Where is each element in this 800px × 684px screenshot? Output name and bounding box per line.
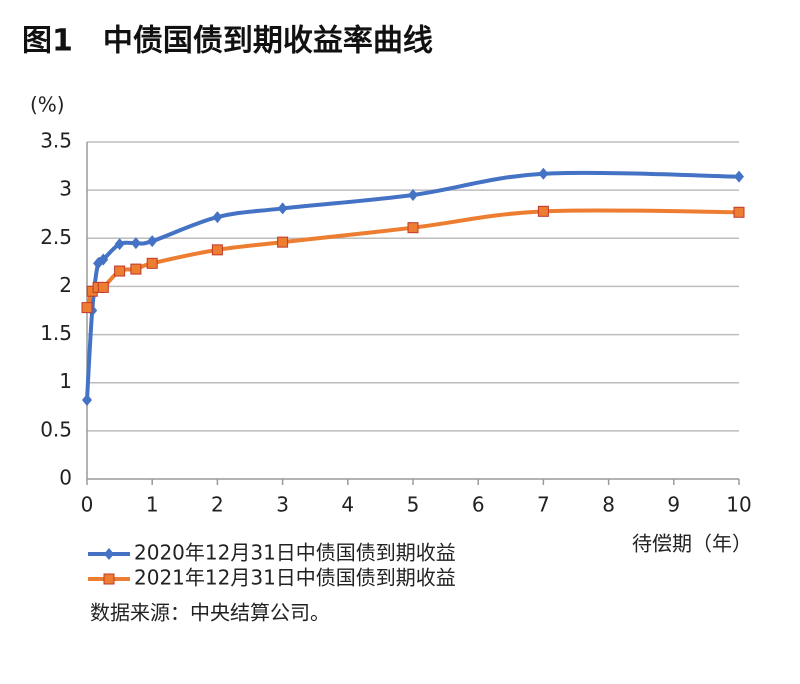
x-tick-label: 3 — [276, 493, 289, 517]
data-point — [114, 238, 125, 251]
legend-marker — [103, 573, 115, 585]
x-tick-label: 0 — [81, 493, 94, 517]
x-tick-label: 10 — [726, 493, 751, 517]
legend-label: 2021年12月31日中债国债到期收益 — [134, 566, 456, 590]
data-point — [147, 235, 158, 248]
x-axis-label: 待偿期（年） — [632, 532, 752, 556]
legend-marker — [104, 548, 114, 560]
x-tick-label: 2 — [211, 493, 224, 517]
data-point — [277, 236, 289, 248]
y-axis-label: (%) — [30, 93, 65, 117]
data-point — [211, 244, 223, 256]
data-point — [98, 253, 109, 266]
data-point — [733, 206, 745, 218]
x-tick-label: 8 — [602, 493, 615, 517]
data-point — [212, 211, 223, 224]
y-tick-label: 1 — [59, 369, 72, 393]
x-tick-label: 6 — [472, 493, 485, 517]
data-point — [277, 202, 288, 215]
data-point — [537, 205, 549, 217]
y-tick-label: 0 — [59, 466, 72, 490]
y-tick-label: 2.5 — [40, 225, 72, 249]
data-point — [114, 265, 126, 277]
y-tick-label: 2 — [59, 273, 72, 297]
data-point — [734, 170, 744, 183]
data-point — [130, 237, 141, 250]
data-point — [146, 257, 158, 269]
x-tick-label: 1 — [146, 493, 159, 517]
data-point — [97, 281, 109, 293]
y-tick-label: 3 — [59, 177, 72, 201]
legend-label: 2020年12月31日中债国债到期收益 — [134, 541, 456, 565]
y-tick-label: 0.5 — [40, 417, 72, 441]
data-point — [408, 188, 418, 201]
x-tick-label: 5 — [407, 493, 420, 517]
x-tick-label: 9 — [667, 493, 680, 517]
chart-title: 图1 中债国债到期收益率曲线 — [22, 24, 433, 59]
data-point — [407, 222, 419, 234]
source-note: 数据来源：中央结算公司。 — [90, 601, 330, 625]
data-point — [130, 263, 142, 275]
data-point — [82, 394, 92, 407]
y-tick-label: 1.5 — [40, 321, 72, 345]
data-point — [81, 302, 93, 314]
y-tick-label: 3.5 — [40, 129, 72, 153]
x-tick-label: 7 — [537, 493, 550, 517]
x-tick-label: 4 — [341, 493, 354, 517]
data-point — [538, 167, 549, 180]
